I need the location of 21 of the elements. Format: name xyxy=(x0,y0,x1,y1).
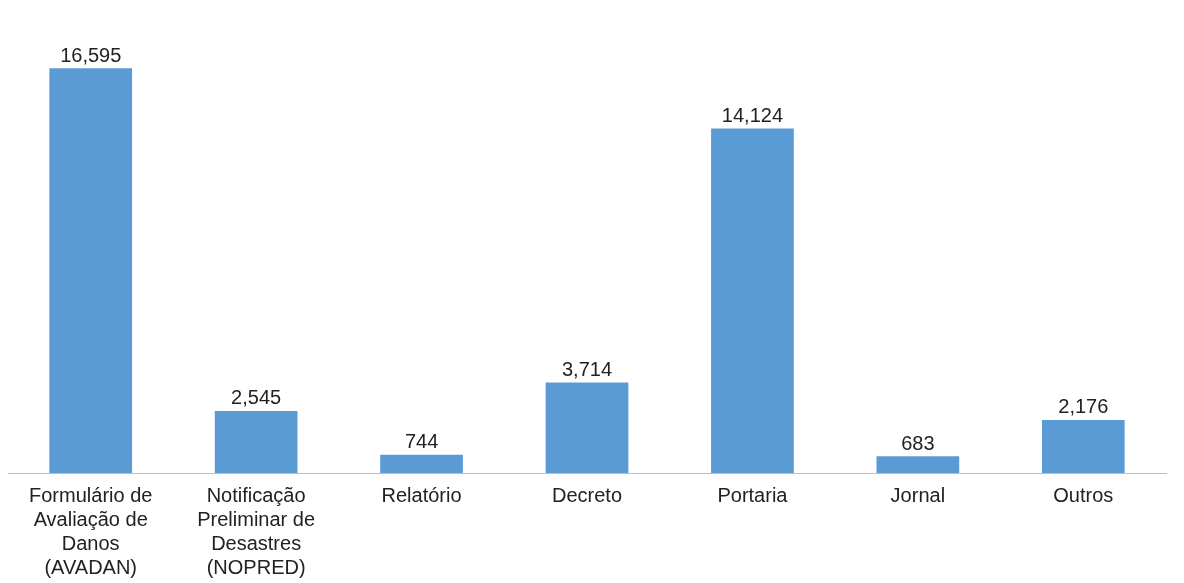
bar xyxy=(49,68,133,473)
data-label: 683 xyxy=(901,431,935,454)
bar xyxy=(545,382,629,473)
bar xyxy=(380,454,463,473)
data-label: 744 xyxy=(404,430,439,453)
bar xyxy=(1041,419,1125,473)
x-tick-label: Relatório xyxy=(381,483,462,506)
x-tick-label: Outros xyxy=(1053,483,1114,506)
bar xyxy=(711,128,794,473)
data-label: 3,714 xyxy=(561,357,613,380)
bar xyxy=(214,410,298,473)
x-tick-label: Decreto xyxy=(551,483,623,506)
data-label: 2,176 xyxy=(1058,395,1109,418)
data-label: 16,595 xyxy=(60,43,122,66)
data-label: 2,545 xyxy=(231,386,282,409)
x-tick-label: Jornal xyxy=(890,483,946,506)
x-tick-label: Formulário de Avaliação de Danos (AVADAN) xyxy=(29,483,153,578)
bar xyxy=(876,456,960,473)
x-tick-label: Portaria xyxy=(717,483,789,506)
data-label: 14,124 xyxy=(721,104,784,127)
x-tick-label: Notificação Preliminar de Desastres (NOPRED) xyxy=(197,483,316,578)
